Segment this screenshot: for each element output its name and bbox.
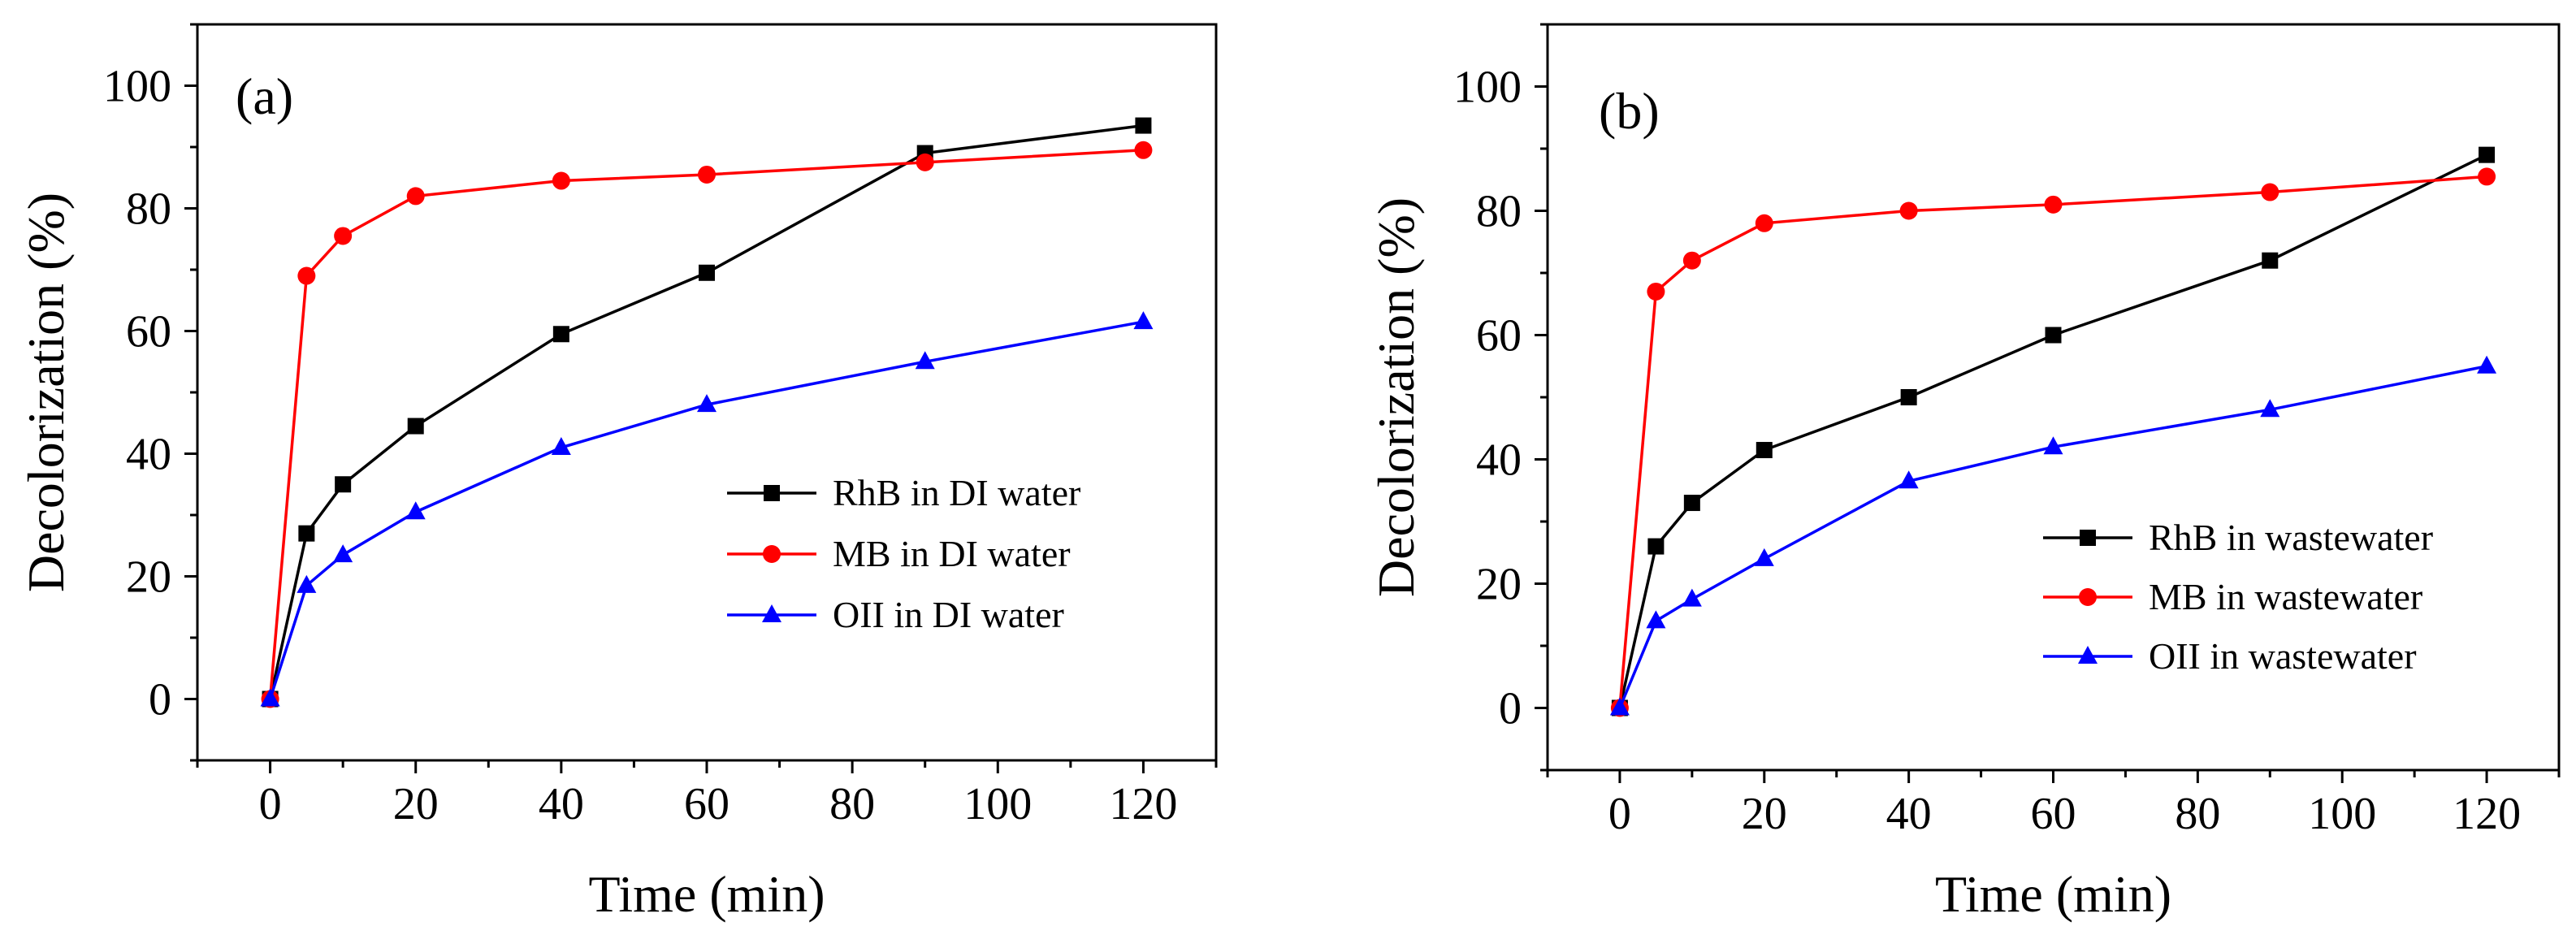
data-point	[1682, 588, 1702, 607]
y-tick-label: 100	[103, 62, 171, 112]
series-line	[1618, 365, 2487, 709]
x-tick-label: 0	[259, 779, 282, 829]
data-point	[1134, 141, 1153, 159]
data-point	[297, 266, 316, 285]
y-tick-label: 60	[126, 307, 171, 357]
series-line	[268, 149, 1144, 699]
x-tick-label: 40	[1886, 789, 1932, 839]
data-point	[916, 153, 934, 171]
data-point	[1754, 548, 1774, 566]
legend-marker	[764, 485, 780, 501]
data-point	[334, 227, 353, 245]
data-point	[2262, 252, 2279, 269]
data-point	[2044, 195, 2063, 214]
data-point	[405, 501, 426, 520]
series-triangle	[260, 311, 1154, 707]
x-tick-label: 20	[1742, 789, 1787, 839]
data-point	[2260, 399, 2280, 418]
y-axis-title: Decolorization (%)	[1367, 197, 1425, 597]
data-point	[697, 394, 717, 413]
y-tick-label: 60	[1476, 311, 1522, 361]
y-tick-label: 40	[1476, 435, 1522, 486]
data-point	[551, 436, 571, 455]
x-tick-label: 120	[2453, 789, 2521, 839]
y-tick-label: 0	[1499, 684, 1522, 734]
data-point	[1135, 117, 1152, 134]
data-point	[1646, 610, 1666, 629]
data-point	[333, 544, 353, 563]
panel-label: (a)	[236, 67, 293, 125]
legend-marker	[763, 545, 781, 563]
chart-panel-a: 0 20 40 60 80 100 120 0 20 40 60 80 100 Time (min) Dec…	[17, 23, 1218, 923]
data-point	[298, 525, 315, 542]
y-tick-label: 80	[126, 184, 171, 235]
x-tick-label: 60	[684, 779, 730, 829]
data-point	[2043, 436, 2063, 455]
series-square	[262, 117, 1152, 708]
series-circle	[261, 141, 1153, 708]
panel-label: (b)	[1599, 82, 1660, 140]
data-point	[1755, 214, 1773, 232]
legend-label: OII in DI water	[833, 594, 1064, 635]
data-point	[2479, 146, 2496, 163]
data-point	[2261, 183, 2279, 201]
x-tick-label: 100	[963, 779, 1032, 829]
data-point	[2478, 167, 2496, 186]
y-tick-label: 20	[1476, 560, 1522, 610]
data-point	[1756, 442, 1773, 459]
data-point	[1133, 311, 1154, 330]
data-point	[260, 688, 280, 707]
data-point	[1647, 538, 1665, 555]
x-tick-label: 100	[2308, 789, 2376, 839]
legend-marker	[2079, 588, 2097, 606]
legend-label: RhB in DI water	[833, 472, 1080, 513]
data-point	[552, 171, 570, 190]
data-point	[1609, 697, 1630, 716]
data-point	[297, 574, 317, 593]
data-point	[406, 187, 425, 206]
data-point	[1899, 201, 1918, 220]
data-point	[1682, 251, 1701, 270]
y-tick-label: 80	[1476, 187, 1522, 237]
x-axis-title: Time (min)	[1935, 865, 2171, 923]
series-line	[268, 123, 1144, 699]
data-point	[407, 418, 424, 435]
data-point	[1647, 282, 1665, 301]
y-tick-label: 20	[126, 552, 171, 603]
series-triangle	[1609, 355, 2497, 716]
series-line	[268, 320, 1144, 700]
data-point	[335, 476, 352, 493]
data-point	[699, 264, 715, 281]
data-point	[915, 351, 935, 370]
data-point	[1683, 495, 1700, 512]
data-point	[1900, 389, 1917, 405]
data-point	[698, 165, 716, 184]
x-axis-title: Time (min)	[589, 865, 825, 923]
x-tick-label: 40	[539, 779, 584, 829]
x-tick-label: 80	[829, 779, 875, 829]
legend-label: MB in wastewater	[2149, 576, 2422, 617]
data-point	[2045, 327, 2062, 344]
data-point	[552, 326, 569, 343]
legend-label: RhB in wastewater	[2149, 517, 2433, 558]
data-point	[1898, 470, 1919, 489]
y-tick-label: 40	[126, 430, 171, 480]
legend-label: MB in DI water	[833, 533, 1071, 574]
legend-label: OII in wastewater	[2149, 635, 2417, 677]
y-tick-label: 0	[149, 675, 171, 725]
x-tick-label: 80	[2175, 789, 2220, 839]
legend-marker	[2078, 646, 2098, 664]
x-tick-label: 0	[1608, 789, 1631, 839]
legend-marker	[762, 604, 781, 622]
y-tick-label: 100	[1453, 63, 1522, 113]
data-point	[2477, 355, 2497, 374]
chart-panel-b: 0 20 40 60 80 100 120 0 20 40 60 80 100 Time (min) Dec…	[1367, 23, 2561, 923]
legend-marker	[2080, 530, 2096, 546]
x-tick-label: 20	[393, 779, 439, 829]
y-axis-title: Decolorization (%)	[17, 193, 75, 592]
x-tick-label: 120	[1109, 779, 1177, 829]
x-tick-label: 60	[2031, 789, 2076, 839]
